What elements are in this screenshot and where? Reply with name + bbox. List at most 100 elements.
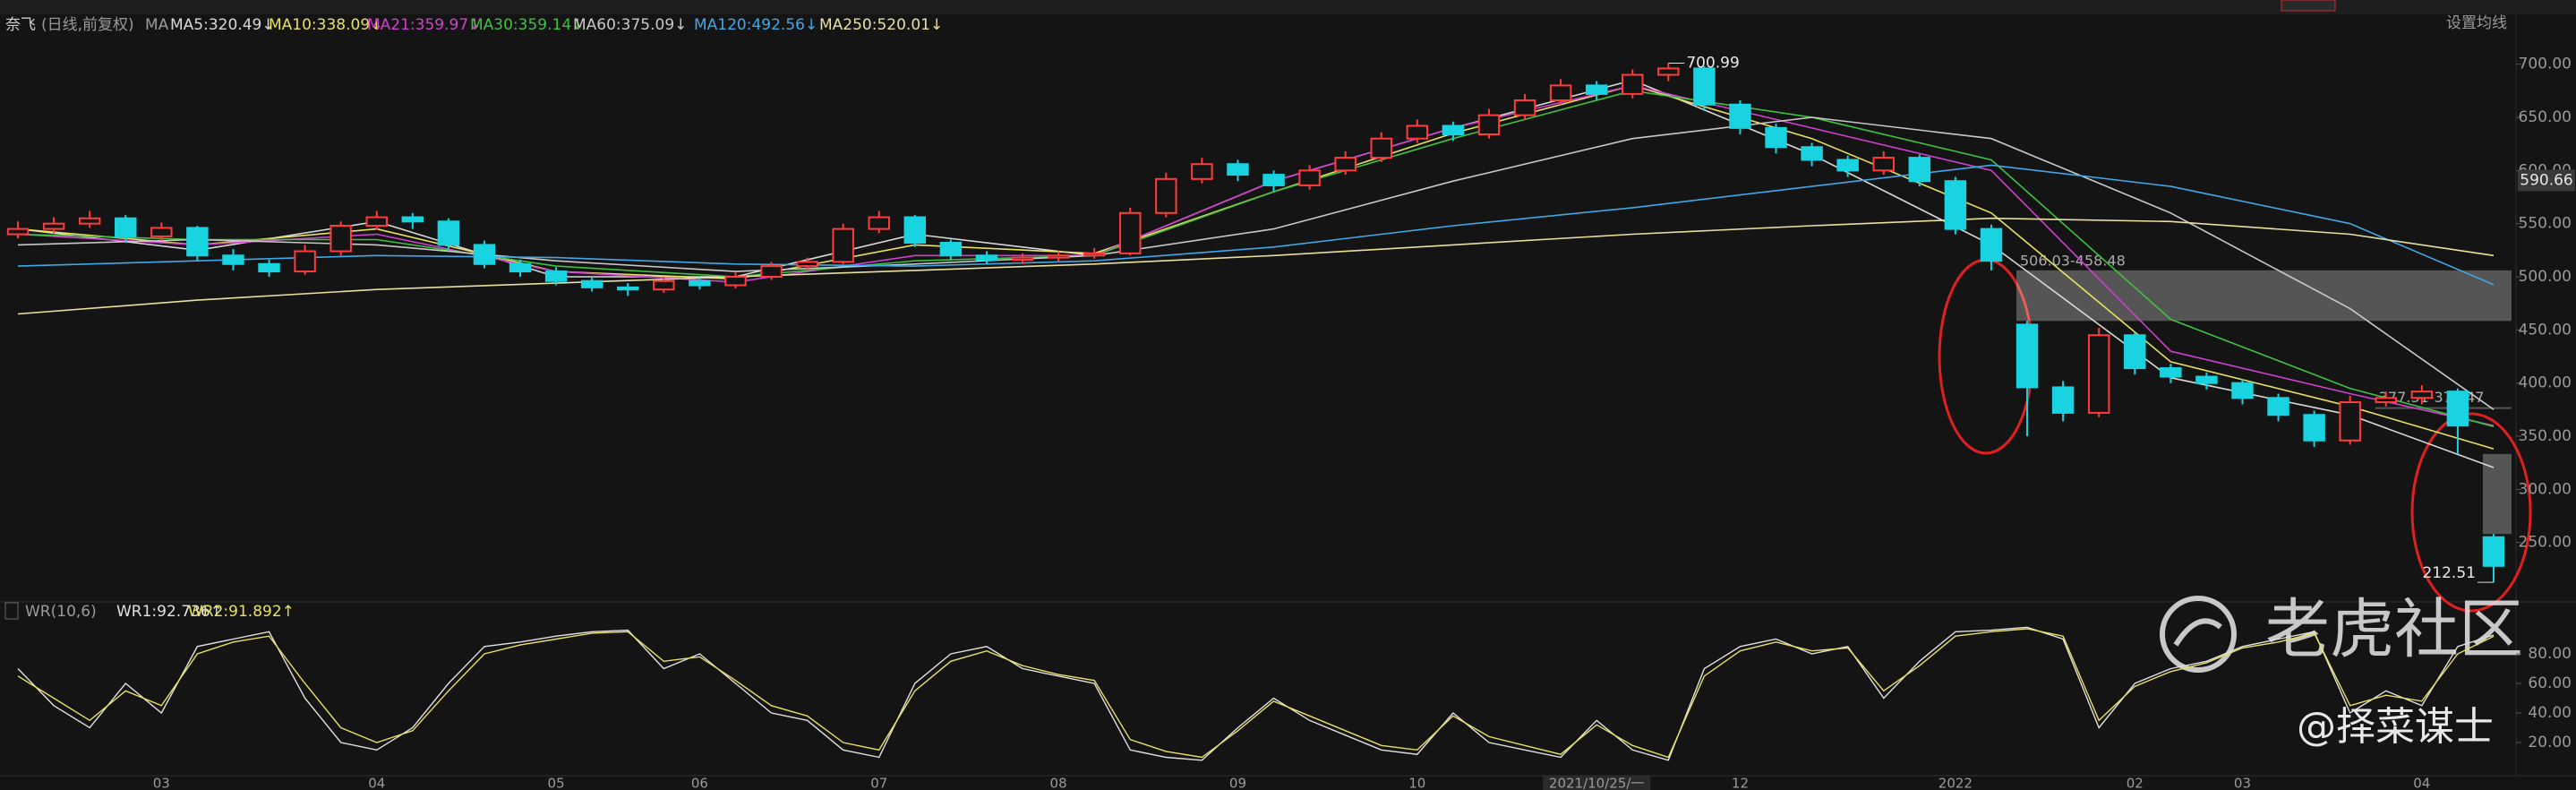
candle-body	[544, 270, 568, 282]
gap-label: 506.03-458.48	[2020, 252, 2126, 269]
candle-body	[2303, 414, 2325, 442]
candle-body	[760, 265, 783, 278]
toolbar-tab[interactable]	[2281, 0, 2336, 12]
legend-entry: MA21:359.97↓	[367, 16, 481, 34]
candle-body	[473, 244, 496, 265]
candle-body	[903, 216, 927, 245]
candle-body	[2446, 391, 2469, 427]
y-tick-label: 400.00	[2519, 374, 2572, 392]
candle-body	[2375, 397, 2397, 404]
period: (日线,前复权)	[41, 16, 134, 34]
legend-entry: MA10:338.09↓	[269, 16, 382, 34]
help-icon[interactable]	[4, 602, 19, 620]
y-tick-label: 300.00	[2519, 480, 2572, 498]
ma-line	[17, 164, 2495, 286]
candle-body	[868, 216, 890, 230]
x-tick-label: 07	[870, 776, 887, 790]
ma-line	[17, 90, 2495, 427]
candle-body	[1836, 159, 1859, 172]
candle-body	[1227, 163, 1249, 176]
candle-body	[2124, 334, 2146, 370]
candle-body	[1801, 146, 1823, 161]
candle-body	[6, 228, 30, 236]
candle-body	[2087, 334, 2110, 414]
gap-box	[2482, 453, 2512, 535]
candle-body	[617, 286, 639, 291]
candle-body	[294, 250, 316, 273]
candle-body	[329, 225, 352, 253]
candle-body	[365, 216, 388, 228]
candle-body	[1298, 169, 1321, 186]
legend-entry: MA60:375.09↓	[573, 16, 687, 34]
candle-body	[2410, 391, 2434, 399]
candle-body	[1083, 252, 1106, 257]
legend-entry: WR1:92.736↑	[116, 603, 223, 621]
watermark-logo	[2160, 596, 2237, 673]
annotation-label: 700.99	[1686, 54, 1739, 72]
wr-line	[17, 626, 2495, 761]
candle-body	[437, 220, 460, 246]
candle-body	[1765, 126, 1787, 149]
y-tick-label: 40.00	[2528, 704, 2572, 722]
candle-body	[689, 279, 711, 287]
gap-box	[2375, 407, 2512, 409]
candle-body	[1622, 73, 1644, 95]
candle-body	[1119, 211, 1142, 254]
candle-body	[1262, 174, 1285, 186]
watermark-brand: 老虎社区	[2265, 592, 2523, 667]
candle-body	[2195, 375, 2218, 384]
candle-body	[509, 262, 532, 273]
y-tick-label: 500.00	[2519, 268, 2572, 286]
candle-body	[401, 216, 424, 223]
candle-body	[1011, 256, 1034, 262]
candle-body	[1334, 157, 1356, 172]
candle-body	[1155, 177, 1177, 214]
wr-line	[17, 628, 2495, 759]
candle-body	[975, 254, 998, 262]
x-tick-label: 2022	[1938, 776, 1973, 790]
candle-body	[1047, 254, 1070, 259]
candle-body	[796, 261, 818, 268]
candle-body	[42, 222, 65, 230]
candle-body	[1693, 67, 1716, 106]
highlight-circle	[2410, 412, 2532, 613]
candle-body	[653, 279, 675, 291]
y-tick-label: 80.00	[2528, 645, 2572, 663]
legend-entry: WR2:91.892↑	[188, 603, 295, 621]
candle-body	[1729, 103, 1751, 129]
candle-body	[1370, 137, 1392, 159]
candle-body	[1513, 99, 1536, 116]
price-marker-box	[2518, 169, 2575, 192]
candle-body	[1944, 180, 1967, 230]
legend-entry: MA120:492.56↓	[694, 16, 817, 34]
x-tick-label: 09	[1229, 776, 1246, 790]
candle-body	[939, 242, 963, 257]
x-label-highlight	[1543, 776, 1651, 790]
x-tick-label: 03	[2234, 776, 2251, 790]
legend-entry: MA5:320.49↓	[170, 16, 275, 34]
x-tick-label: 02	[2127, 776, 2144, 790]
y-tick-label: 650.00	[2519, 108, 2572, 126]
ma-label: MA	[145, 16, 169, 34]
candle-body	[724, 276, 747, 287]
candle-body	[1585, 84, 1608, 95]
ma-line	[17, 217, 2495, 315]
y-tick-label: 60.00	[2528, 674, 2572, 692]
settings-button[interactable]: 设置均线	[2446, 14, 2507, 32]
candle-body	[1657, 67, 1680, 76]
y-tick-label: 700.00	[2519, 56, 2572, 73]
legend-entry: MA250:520.01↓	[819, 16, 943, 34]
y-tick-label: 350.00	[2519, 427, 2572, 445]
candle-body	[2231, 382, 2254, 399]
candle-body	[2267, 397, 2289, 416]
x-tick-label: 03	[153, 776, 170, 790]
candle-body	[186, 227, 209, 257]
y-tick-label: 250.00	[2519, 534, 2572, 552]
candle-body	[78, 217, 101, 225]
y-tick-label: 20.00	[2528, 734, 2572, 751]
candle-body	[258, 262, 280, 273]
x-tick-label: 08	[1050, 776, 1067, 790]
candle-body	[2339, 401, 2361, 442]
